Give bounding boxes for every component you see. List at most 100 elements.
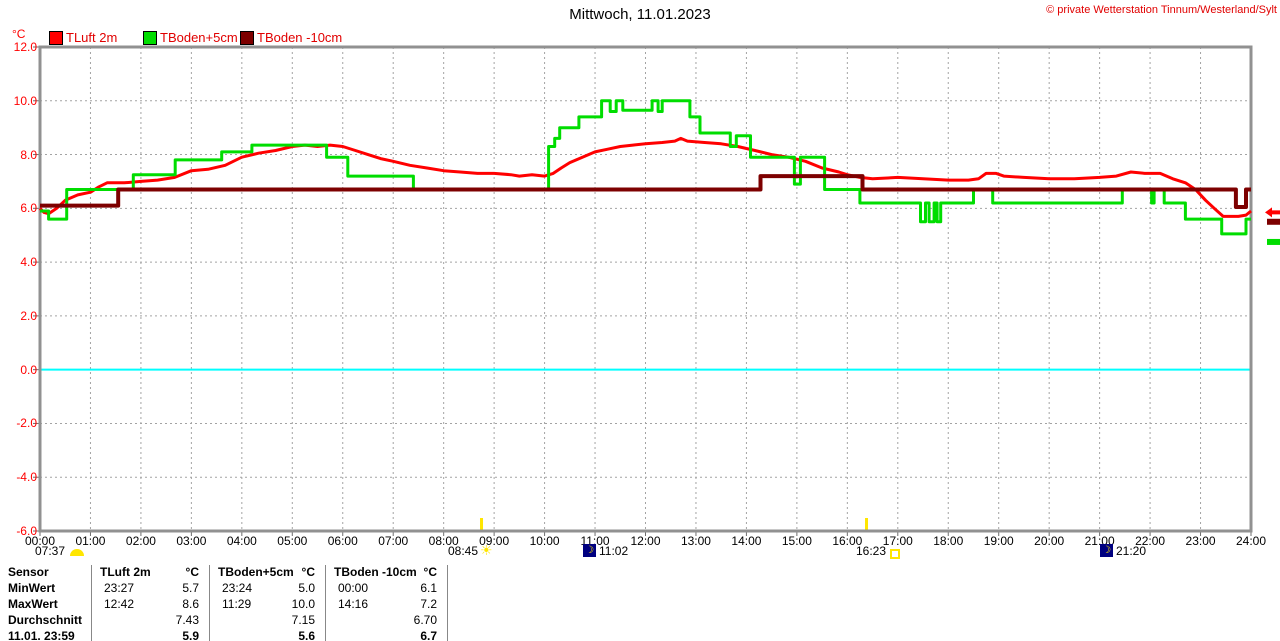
sunrise-icon: ☀ — [480, 542, 493, 558]
legend-label: TBoden -10cm — [257, 30, 343, 45]
dawn-icon — [70, 549, 84, 556]
stats-value: 5.6 — [298, 629, 315, 641]
stats-cell: 00:00 6.1 — [325, 581, 448, 597]
stats-time: 23:27 — [104, 581, 135, 595]
y-tick-label: -6.0 — [16, 524, 37, 538]
stats-time: 14:16 — [338, 597, 369, 611]
stats-cell: TBoden+5cm °C — [209, 565, 325, 581]
y-tick-label: 8.0 — [20, 147, 37, 162]
sunset-icon — [890, 549, 900, 559]
x-tick-label: 15:00 — [781, 534, 812, 548]
stats-unit: °C — [423, 565, 437, 579]
y-tick-label: -2.0 — [16, 416, 37, 431]
x-tick-label: 14:00 — [731, 534, 762, 548]
stats-value: 6.7 — [420, 629, 437, 641]
x-tick-label: 22:00 — [1135, 534, 1166, 548]
x-tick-label: 16:00 — [832, 534, 863, 548]
moonset-icon: ☽ — [1100, 544, 1113, 557]
stats-value: 7.43 — [175, 613, 199, 627]
y-tick-label: 6.0 — [20, 201, 37, 216]
stats-value: 7.2 — [420, 597, 437, 611]
stats-unit: °C — [185, 565, 199, 579]
stats-value: 10.0 — [291, 597, 315, 611]
stats-row-label: 11.01. 23:59 — [8, 629, 75, 641]
x-tick-label: 06:00 — [327, 534, 358, 548]
x-tick-label: 08:00 — [428, 534, 459, 548]
stats-row: MinWert 23:27 5.7 23:24 5.0 00:00 6.1 — [0, 581, 458, 597]
x-tick-label: 00:00 — [24, 534, 56, 548]
stats-value: 6.1 — [420, 581, 437, 595]
stats-row: MaxWert 12:42 8.6 11:29 10.0 14:16 7.2 — [0, 597, 458, 613]
y-tick-label: 2.0 — [20, 308, 37, 323]
legend-label: TBoden+5cm — [160, 30, 238, 45]
sun-moon-time-label: 16:23 — [855, 544, 886, 558]
x-tick-label: 09:00 — [479, 534, 510, 548]
stats-row: Durchschnitt 7.43 7.15 6.70 — [0, 613, 458, 629]
x-tick-label: 05:00 — [277, 534, 308, 548]
y-tick-label: 0.0 — [20, 362, 37, 377]
stats-cell: 6.7 — [325, 629, 448, 641]
stats-cell: 7.15 — [209, 613, 325, 629]
stats-value: 5.9 — [182, 629, 199, 641]
stats-cell: 5.9 — [91, 629, 209, 641]
stats-row-label: Durchschnitt — [8, 613, 83, 627]
x-tick-label: 03:00 — [176, 534, 207, 548]
stats-value: 5.0 — [298, 581, 315, 595]
stats-sensor-name: TLuft 2m — [100, 565, 151, 579]
stats-time: 11:29 — [222, 597, 252, 611]
stats-time: 00:00 — [338, 581, 369, 595]
stats-value: 7.15 — [291, 613, 315, 627]
y-tick-label: 4.0 — [20, 255, 37, 270]
legend-label: TLuft 2m — [66, 30, 118, 45]
stats-header-row: Sensor TLuft 2m °C TBoden+5cm °C TBoden -10cm… — [0, 565, 458, 581]
stats-cell: TBoden -10cm °C — [325, 565, 448, 581]
sun-moon-time-label: 21:20 — [1116, 544, 1147, 558]
stats-time: 12:42 — [104, 597, 135, 611]
x-tick-label: 04:00 — [226, 534, 257, 548]
stats-unit: °C — [301, 565, 315, 579]
stats-cell: 14:16 7.2 — [325, 597, 448, 613]
stats-row-label: MinWert — [8, 581, 56, 595]
x-tick-label: 20:00 — [1034, 534, 1065, 548]
x-tick-label: 23:00 — [1185, 534, 1216, 548]
page-title: Mittwoch, 11.01.2023 — [569, 6, 711, 23]
x-tick-label: 02:00 — [125, 534, 156, 548]
sun-moon-time-label: 11:02 — [599, 544, 629, 558]
stats-cell: TLuft 2m °C — [91, 565, 209, 581]
legend-swatch-green — [143, 31, 157, 45]
x-tick-label: 19:00 — [983, 534, 1014, 548]
stats-cell: 12:42 8.6 — [91, 597, 209, 613]
stats-row: 11.01. 23:59 5.9 5.6 6.7 — [0, 629, 458, 641]
y-tick-label: 12.0 — [13, 40, 37, 54]
x-tick-label: 18:00 — [933, 534, 964, 548]
stats-cell: 7.43 — [91, 613, 209, 629]
stats-row-label: MaxWert — [8, 597, 58, 611]
stats-cell: 11:29 10.0 — [209, 597, 325, 613]
stats-cell: 5.6 — [209, 629, 325, 641]
y-tick-label: 10.0 — [13, 93, 37, 108]
stats-value: 6.70 — [413, 613, 437, 627]
moonrise-icon: ☽ — [583, 544, 596, 557]
copyright-notice: © private Wetterstation Tinnum/Westerlan… — [1046, 4, 1277, 16]
stats-table: Sensor TLuft 2m °C TBoden+5cm °C TBoden -10cm… — [0, 562, 458, 641]
sun-moon-time-label: 07:37 — [35, 544, 66, 558]
x-tick-label: 07:00 — [378, 534, 409, 548]
stats-sensor-name: TBoden -10cm — [334, 565, 417, 579]
stats-value: 8.6 — [182, 597, 199, 611]
legend-swatch-darkred — [240, 31, 254, 45]
stats-time: 23:24 — [222, 581, 253, 595]
stats-cell: 23:24 5.0 — [209, 581, 325, 597]
sun-moon-time-label: 08:45 — [447, 544, 478, 558]
stats-cell: 6.70 — [325, 613, 448, 629]
x-tick-label: 01:00 — [75, 534, 106, 548]
stats-value: 5.7 — [182, 581, 199, 595]
stats-row-label: Sensor — [8, 565, 49, 579]
stats-sensor-name: TBoden+5cm — [218, 565, 294, 579]
x-tick-label: 24:00 — [1235, 534, 1267, 548]
x-tick-label: 12:00 — [630, 534, 661, 548]
y-axis-unit-label: °C — [12, 27, 26, 41]
x-tick-label: 10:00 — [529, 534, 560, 548]
x-tick-label: 17:00 — [882, 534, 913, 548]
